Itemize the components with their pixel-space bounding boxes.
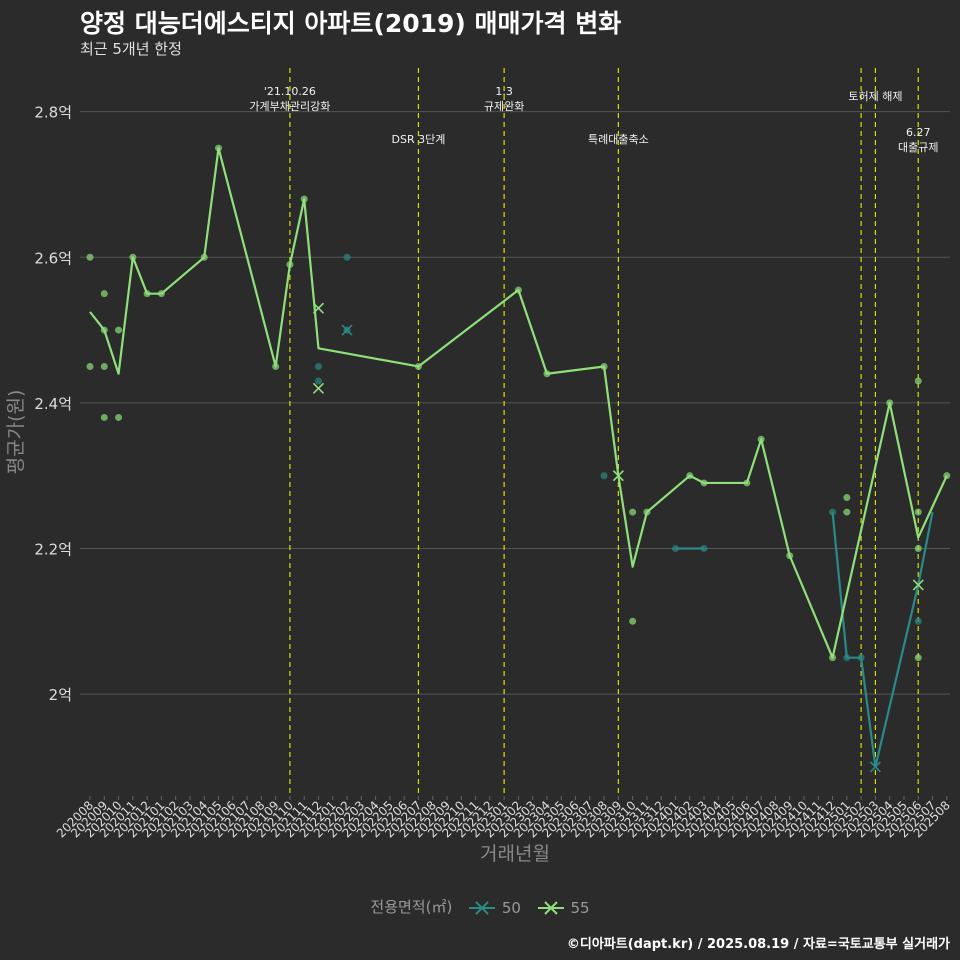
y-tick-label: 2.2억 (34, 540, 72, 558)
series-55-point (100, 362, 108, 370)
policy-label: 토허제 해제 (848, 89, 902, 103)
policy-label: 6.27 (906, 126, 931, 139)
series-50-line (831, 511, 934, 768)
cross-stroke (869, 761, 881, 773)
series-50-cross-marker (869, 761, 881, 773)
policy-label: 1.3 (495, 85, 513, 98)
chart-subtitle: 최근 5개년 한정 (80, 40, 182, 58)
series-55-cross-marker (912, 579, 924, 591)
series-55-point (914, 508, 922, 516)
cross-stroke (912, 579, 924, 591)
policy-label: 대출규제 (898, 141, 938, 154)
series-55-line (89, 146, 948, 659)
legend-item-55: 55 (536, 899, 590, 917)
y-axis-label: 평균가(원) (5, 390, 27, 475)
cross-stroke (312, 382, 325, 394)
legend-swatch-50 (469, 901, 496, 915)
y-tick-label: 2.6억 (34, 249, 72, 267)
series-55-point (115, 413, 123, 421)
cross-stroke (341, 324, 353, 336)
series-55-point (914, 377, 922, 385)
series-55-cross-marker (312, 302, 325, 314)
series-55-point (843, 508, 851, 516)
series-50-point (314, 362, 322, 370)
series-55-point (843, 494, 851, 502)
series-55-point (629, 508, 637, 516)
legend-label-50: 50 (501, 898, 521, 917)
y-tick-label: 2.8억 (34, 104, 72, 122)
cross-stroke (312, 302, 325, 314)
series-50-cross-marker (341, 324, 353, 336)
legend-swatch-55 (537, 901, 564, 915)
series-55-point (115, 326, 123, 334)
series-55-cross-marker (612, 470, 624, 482)
series-55-point (100, 413, 108, 421)
source-caption: ©디아파트(dapt.kr) / 2025.08.19 / 자료=국토교통부 실… (566, 937, 950, 952)
series-50-point (600, 472, 608, 480)
chart-title: 양정 대능더에스티지 아파트(2019) 매매가격 변화 (80, 9, 622, 38)
series-55-point (86, 253, 94, 261)
series-55-point (914, 654, 922, 662)
legend-title: 전용면적(㎡) (370, 898, 453, 916)
series-50-point (314, 377, 322, 385)
legend: 전용면적(㎡) 50 55 (0, 896, 960, 917)
y-tick-label: 2억 (49, 686, 72, 704)
series-55-point (86, 362, 94, 370)
legend-item-50: 50 (467, 899, 521, 917)
series-55-point (914, 544, 922, 552)
policy-label: DSR 3단계 (392, 133, 446, 146)
y-tick-label: 2.4억 (34, 395, 72, 413)
legend-label-55: 55 (570, 898, 590, 917)
series-50-point (343, 253, 351, 261)
series-55-point (100, 290, 108, 298)
policy-label: 특례대출축소 (588, 133, 649, 146)
series-50-point (914, 617, 922, 625)
policy-label: 가계부채관리강화 (249, 100, 330, 113)
cross-stroke (612, 470, 624, 482)
series-55-point (629, 617, 637, 625)
x-axis-label: 거래년월 (480, 843, 550, 865)
policy-label: '21.10.26 (264, 85, 316, 98)
policy-label: 규제완화 (484, 100, 524, 113)
series-55-cross-marker (312, 382, 325, 394)
